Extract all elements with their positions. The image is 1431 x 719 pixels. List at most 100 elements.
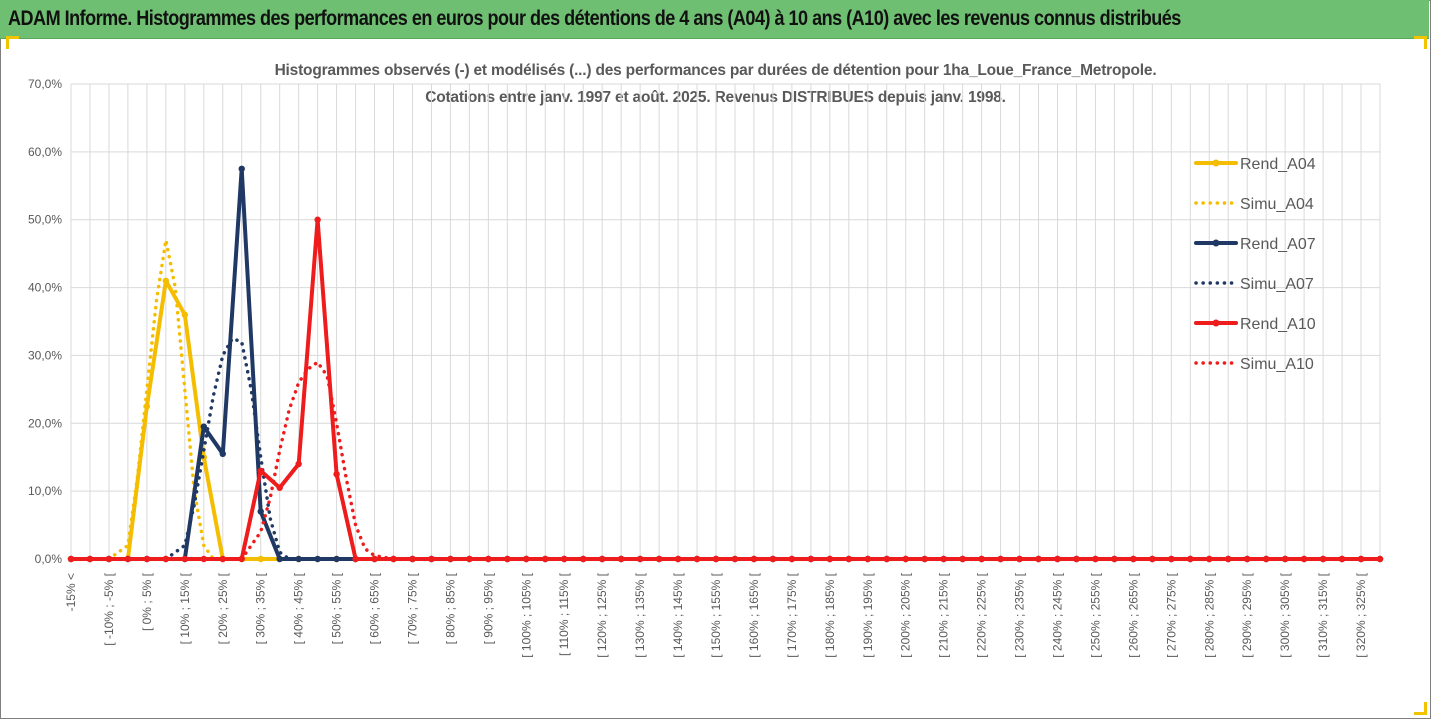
- y-tick-label: 40,0%: [28, 281, 62, 295]
- data-point: [1149, 555, 1156, 563]
- legend-label: Rend_A04: [1240, 156, 1316, 173]
- data-point: [598, 555, 606, 563]
- data-point: [1206, 555, 1213, 563]
- x-tick-label: [ 280% ; 285% [: [1202, 572, 1216, 657]
- x-tick-label: [ 230% ; 235% [: [1013, 572, 1027, 657]
- data-point: [769, 555, 777, 563]
- legend-item: Simu_A04: [1194, 196, 1314, 213]
- legend-label: Rend_A10: [1240, 316, 1316, 333]
- data-point: [580, 555, 587, 563]
- y-axis: 0,0% 10,0% 20,0% 30,0% 40,0% 50,0% 60,0% 70,0%: [28, 77, 62, 566]
- data-point: [257, 467, 264, 474]
- data-point: [864, 555, 871, 563]
- y-tick-label: 50,0%: [28, 213, 62, 227]
- series-Simu_A10: [239, 360, 396, 561]
- x-tick-label: [ 170% ; 175% [: [785, 572, 799, 657]
- x-tick-label: [ 210% ; 215% [: [937, 572, 951, 657]
- data-point: [257, 555, 264, 563]
- series-group: [67, 165, 1384, 563]
- x-tick-label: [ 240% ; 245% [: [1050, 572, 1064, 657]
- x-tick-label: [ 40% ; 45% [: [292, 572, 306, 644]
- data-point: [67, 555, 75, 563]
- data-point: [371, 555, 378, 563]
- report-title: ADAM Informe. Histogrammes des performan…: [8, 7, 1181, 30]
- legend-label: Simu_A04: [1240, 196, 1314, 213]
- data-point: [940, 555, 947, 563]
- x-tick-label: [ 140% ; 145% [: [671, 572, 685, 657]
- legend-marker: [1212, 159, 1220, 167]
- data-point: [162, 555, 170, 563]
- series-line: [69, 278, 1382, 561]
- x-tick-label: [ 120% ; 125% [: [595, 572, 609, 657]
- x-tick-label: [ 60% ; 65% [: [368, 572, 382, 644]
- x-tick-label: [ -10% ; -5% [: [102, 572, 116, 645]
- y-tick-label: 20,0%: [28, 416, 62, 430]
- x-tick-label: [ 0% ; 5% [: [140, 572, 154, 631]
- data-point: [333, 555, 340, 563]
- data-point: [466, 555, 473, 563]
- data-point: [162, 277, 170, 284]
- legend: Rend_A04 Simu_A04 Rend_A07 Simu_A07 Rend_A10…: [1194, 156, 1316, 373]
- x-tick-label: [ 290% ; 295% [: [1240, 572, 1254, 657]
- data-point: [902, 555, 909, 563]
- data-point: [523, 555, 530, 563]
- data-point: [1187, 555, 1194, 563]
- corner-marker-top-left: [6, 36, 19, 49]
- series-Simu_A07: [164, 336, 291, 561]
- legend-label: Simu_A07: [1240, 276, 1314, 293]
- data-point: [1035, 555, 1042, 563]
- legend-item: Rend_A04: [1194, 156, 1316, 173]
- data-point: [333, 470, 340, 478]
- x-tick-label: [ 90% ; 95% [: [481, 572, 495, 644]
- data-point: [959, 555, 966, 563]
- y-tick-label: 10,0%: [28, 484, 62, 498]
- x-tick-label: [ 160% ; 165% [: [747, 572, 761, 657]
- data-point: [807, 555, 815, 563]
- data-point: [1357, 555, 1365, 563]
- data-point: [238, 165, 245, 173]
- data-point: [504, 555, 511, 563]
- series-line: [239, 360, 396, 561]
- legend-item: Rend_A07: [1194, 236, 1316, 253]
- data-point: [561, 555, 568, 563]
- data-point: [352, 555, 359, 563]
- data-point: [1073, 555, 1080, 563]
- y-tick-label: 60,0%: [28, 145, 62, 159]
- data-point: [276, 555, 283, 563]
- report-header: ADAM Informe. Histogrammes des performan…: [0, 0, 1429, 39]
- x-tick-label: [ 20% ; 25% [: [216, 572, 230, 644]
- series-line: [107, 238, 216, 561]
- data-point: [883, 555, 890, 563]
- data-point: [921, 555, 928, 563]
- data-point: [181, 311, 189, 318]
- data-point: [219, 450, 226, 458]
- data-point: [788, 555, 796, 563]
- data-point: [655, 555, 663, 563]
- data-point: [997, 555, 1004, 563]
- data-point: [617, 555, 625, 563]
- data-point: [712, 555, 720, 563]
- x-tick-label: [ 190% ; 195% [: [861, 572, 875, 657]
- x-tick-label: [ 10% ; 15% [: [178, 572, 192, 644]
- x-tick-label: -15% <: [64, 573, 78, 611]
- data-point: [428, 555, 435, 563]
- data-point: [1376, 555, 1384, 563]
- data-point: [1054, 555, 1061, 563]
- data-point: [1244, 555, 1251, 563]
- x-tick-label: [ 70% ; 75% [: [405, 572, 419, 644]
- data-point: [826, 555, 834, 563]
- data-point: [674, 555, 682, 563]
- data-point: [314, 555, 321, 563]
- legend-item: Simu_A07: [1194, 276, 1314, 293]
- y-tick-label: 70,0%: [28, 77, 62, 91]
- x-tick-label: [ 250% ; 255% [: [1088, 572, 1102, 657]
- data-point: [731, 555, 739, 563]
- data-point: [1092, 555, 1099, 563]
- data-point: [200, 423, 207, 430]
- x-tick-label: [ 270% ; 275% [: [1164, 572, 1178, 657]
- x-tick-label: [ 300% ; 305% [: [1278, 572, 1292, 657]
- data-point: [124, 555, 132, 563]
- x-tick-label: [ 150% ; 155% [: [709, 572, 723, 657]
- data-point: [447, 555, 454, 563]
